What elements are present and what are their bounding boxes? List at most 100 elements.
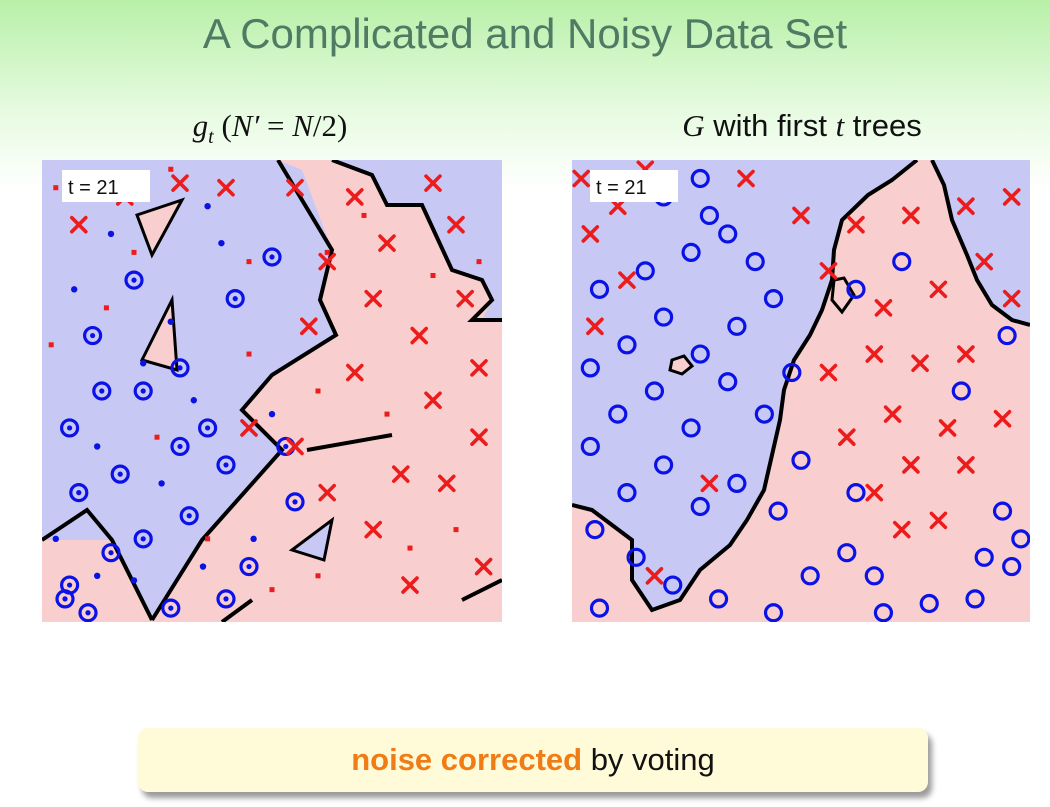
- negative-cross-mark: [392, 465, 410, 483]
- decision-boundary: [150, 160, 339, 622]
- negative-cross-mark: [700, 474, 719, 493]
- negative-cross-mark: [645, 567, 664, 585]
- negative-square-mark: [430, 273, 436, 278]
- negative-cross-mark: [792, 206, 810, 225]
- positive-ring-mark: [133, 381, 153, 401]
- positive-dot-mark: [117, 471, 123, 477]
- positive-region: [42, 160, 336, 620]
- negative-square-mark: [53, 185, 59, 191]
- positive-ring-mark: [170, 358, 190, 378]
- positive-ring-mark: [216, 455, 236, 475]
- positive-ring-mark: [663, 575, 683, 595]
- positive-ring-mark: [170, 436, 190, 457]
- positive-dot-mark: [167, 318, 174, 325]
- negative-cross-mark: [865, 483, 884, 502]
- right-decision-plot: t = 21: [572, 160, 1030, 622]
- positive-ring-mark: [951, 381, 971, 401]
- positive-dot-mark: [131, 277, 137, 283]
- positive-dot-mark: [232, 296, 238, 302]
- negative-cross-mark: [346, 363, 364, 382]
- caption-half: /2): [312, 108, 348, 143]
- positive-ring-mark: [580, 358, 600, 378]
- negative-cross-mark: [819, 262, 838, 280]
- caption-n-prime: N′: [231, 108, 260, 143]
- positive-ring-mark: [1002, 556, 1022, 577]
- positive-ring-mark: [285, 492, 305, 512]
- caption-trees: trees: [844, 108, 922, 143]
- negative-square-mark: [246, 259, 252, 265]
- positive-ring-mark: [101, 543, 121, 563]
- t-badge: [62, 170, 150, 202]
- negative-cross-mark: [572, 169, 590, 188]
- positive-dot-mark: [140, 388, 146, 394]
- positive-ring-mark: [644, 381, 665, 401]
- negative-cross-mark: [70, 215, 88, 234]
- positive-ring-mark: [763, 603, 784, 622]
- positive-ring-mark: [580, 436, 600, 457]
- negative-square-mark: [103, 305, 109, 311]
- negative-cross-mark: [217, 178, 235, 197]
- positive-dot-mark: [99, 388, 105, 394]
- positive-region: [332, 160, 502, 320]
- negative-square-mark: [453, 527, 459, 533]
- negative-cross-mark: [929, 511, 948, 530]
- negative-cross-mark: [618, 271, 636, 289]
- positive-dot-mark: [177, 443, 183, 450]
- positive-ring-mark: [690, 344, 710, 364]
- negative-cross-mark: [410, 326, 428, 345]
- positive-ring-mark: [124, 270, 144, 290]
- positive-dot-mark: [85, 610, 91, 616]
- negative-cross-mark: [957, 456, 975, 474]
- negative-cross-mark: [874, 299, 893, 317]
- negative-cross-mark: [1002, 289, 1021, 308]
- positive-dot-mark: [292, 499, 298, 505]
- positive-ring-mark: [262, 247, 282, 267]
- positive-dot-mark: [107, 230, 115, 238]
- decision-boundary: [331, 160, 502, 322]
- caption-subscript-t: t: [208, 126, 214, 149]
- positive-ring-mark: [690, 168, 710, 189]
- left-decision-plot: t = 21: [42, 160, 502, 622]
- positive-dot-mark: [90, 332, 96, 339]
- positive-dot-mark: [269, 254, 275, 260]
- positive-ring-mark: [974, 547, 994, 567]
- negative-cross-mark: [938, 419, 957, 437]
- negative-cross-mark: [737, 169, 755, 188]
- positive-dot-mark: [71, 286, 78, 293]
- negative-cross-mark: [318, 252, 336, 271]
- negative-cross-mark: [364, 289, 382, 308]
- positive-ring-mark: [78, 603, 98, 622]
- positive-dot-mark: [52, 535, 59, 543]
- positive-dot-mark: [223, 462, 229, 468]
- negative-cross-mark: [819, 363, 838, 382]
- positive-ring-mark: [864, 566, 884, 586]
- decision-boundary: [461, 578, 502, 602]
- negative-square-mark: [269, 587, 275, 593]
- positive-dot-mark: [108, 550, 114, 556]
- positive-dot-mark: [250, 535, 257, 543]
- positive-ring-mark: [82, 325, 103, 346]
- positive-ring-mark: [690, 496, 710, 517]
- island-boundary: [288, 516, 335, 562]
- positive-dot-mark: [190, 397, 197, 404]
- negative-square-mark: [384, 411, 390, 417]
- note-rest: by voting: [582, 742, 715, 777]
- right-plot-caption: G with first t trees: [572, 108, 1032, 144]
- negative-cross-mark: [346, 188, 364, 206]
- positive-dot-mark: [223, 596, 229, 602]
- positive-dot-mark: [94, 443, 101, 450]
- positive-dot-mark: [62, 596, 68, 602]
- caption-t: t: [835, 108, 845, 143]
- positive-dot-mark: [168, 605, 174, 611]
- positive-dot-mark: [158, 480, 165, 487]
- negative-cross-mark: [401, 576, 419, 594]
- ensemble-island: [668, 354, 695, 376]
- island-boundary: [139, 294, 179, 373]
- positive-dot-mark: [67, 425, 73, 431]
- t-badge: [590, 170, 678, 202]
- positive-dot-mark: [177, 365, 183, 371]
- positive-dot-mark: [76, 490, 82, 496]
- negative-cross-mark: [581, 225, 600, 243]
- negative-cross-mark: [286, 178, 304, 197]
- negative-cross-mark: [171, 174, 189, 192]
